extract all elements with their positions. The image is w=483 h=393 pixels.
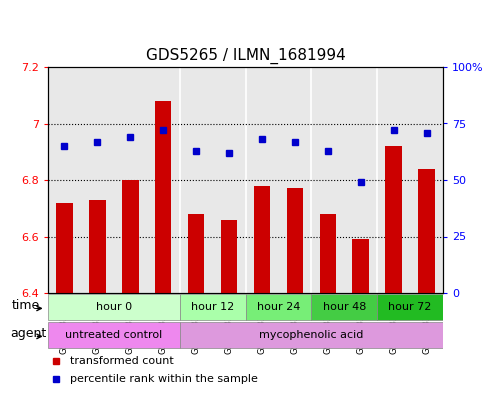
Text: hour 12: hour 12: [191, 302, 234, 312]
Bar: [245, 67, 278, 293]
Bar: [81, 67, 114, 293]
Bar: [180, 321, 443, 349]
Bar: [155, 101, 171, 293]
Text: transformed count: transformed count: [70, 356, 173, 366]
Bar: [418, 169, 435, 293]
Bar: [188, 214, 204, 293]
Bar: [320, 214, 336, 293]
Bar: [377, 294, 443, 320]
Text: hour 48: hour 48: [323, 302, 366, 312]
Bar: [245, 294, 312, 320]
Bar: [56, 203, 72, 293]
Bar: [278, 67, 312, 293]
Text: time: time: [12, 299, 40, 312]
Bar: [221, 220, 237, 293]
Title: GDS5265 / ILMN_1681994: GDS5265 / ILMN_1681994: [146, 48, 345, 64]
Bar: [312, 67, 344, 293]
Bar: [147, 67, 180, 293]
Bar: [48, 67, 81, 293]
Bar: [180, 294, 245, 320]
Text: hour 24: hour 24: [257, 302, 300, 312]
Bar: [89, 200, 106, 293]
Bar: [286, 189, 303, 293]
Text: agent: agent: [11, 327, 47, 340]
Bar: [410, 67, 443, 293]
Bar: [353, 239, 369, 293]
Text: hour 0: hour 0: [96, 302, 132, 312]
Text: mycophenolic acid: mycophenolic acid: [259, 330, 364, 340]
Text: untreated control: untreated control: [65, 330, 162, 340]
Bar: [122, 180, 139, 293]
Bar: [312, 294, 377, 320]
Bar: [180, 67, 213, 293]
Bar: [254, 185, 270, 293]
Bar: [344, 67, 377, 293]
Bar: [385, 146, 402, 293]
Bar: [377, 67, 410, 293]
Text: hour 72: hour 72: [388, 302, 432, 312]
Bar: [213, 67, 245, 293]
Bar: [114, 67, 147, 293]
Text: percentile rank within the sample: percentile rank within the sample: [70, 374, 257, 384]
Bar: [48, 294, 180, 320]
Bar: [48, 321, 180, 349]
